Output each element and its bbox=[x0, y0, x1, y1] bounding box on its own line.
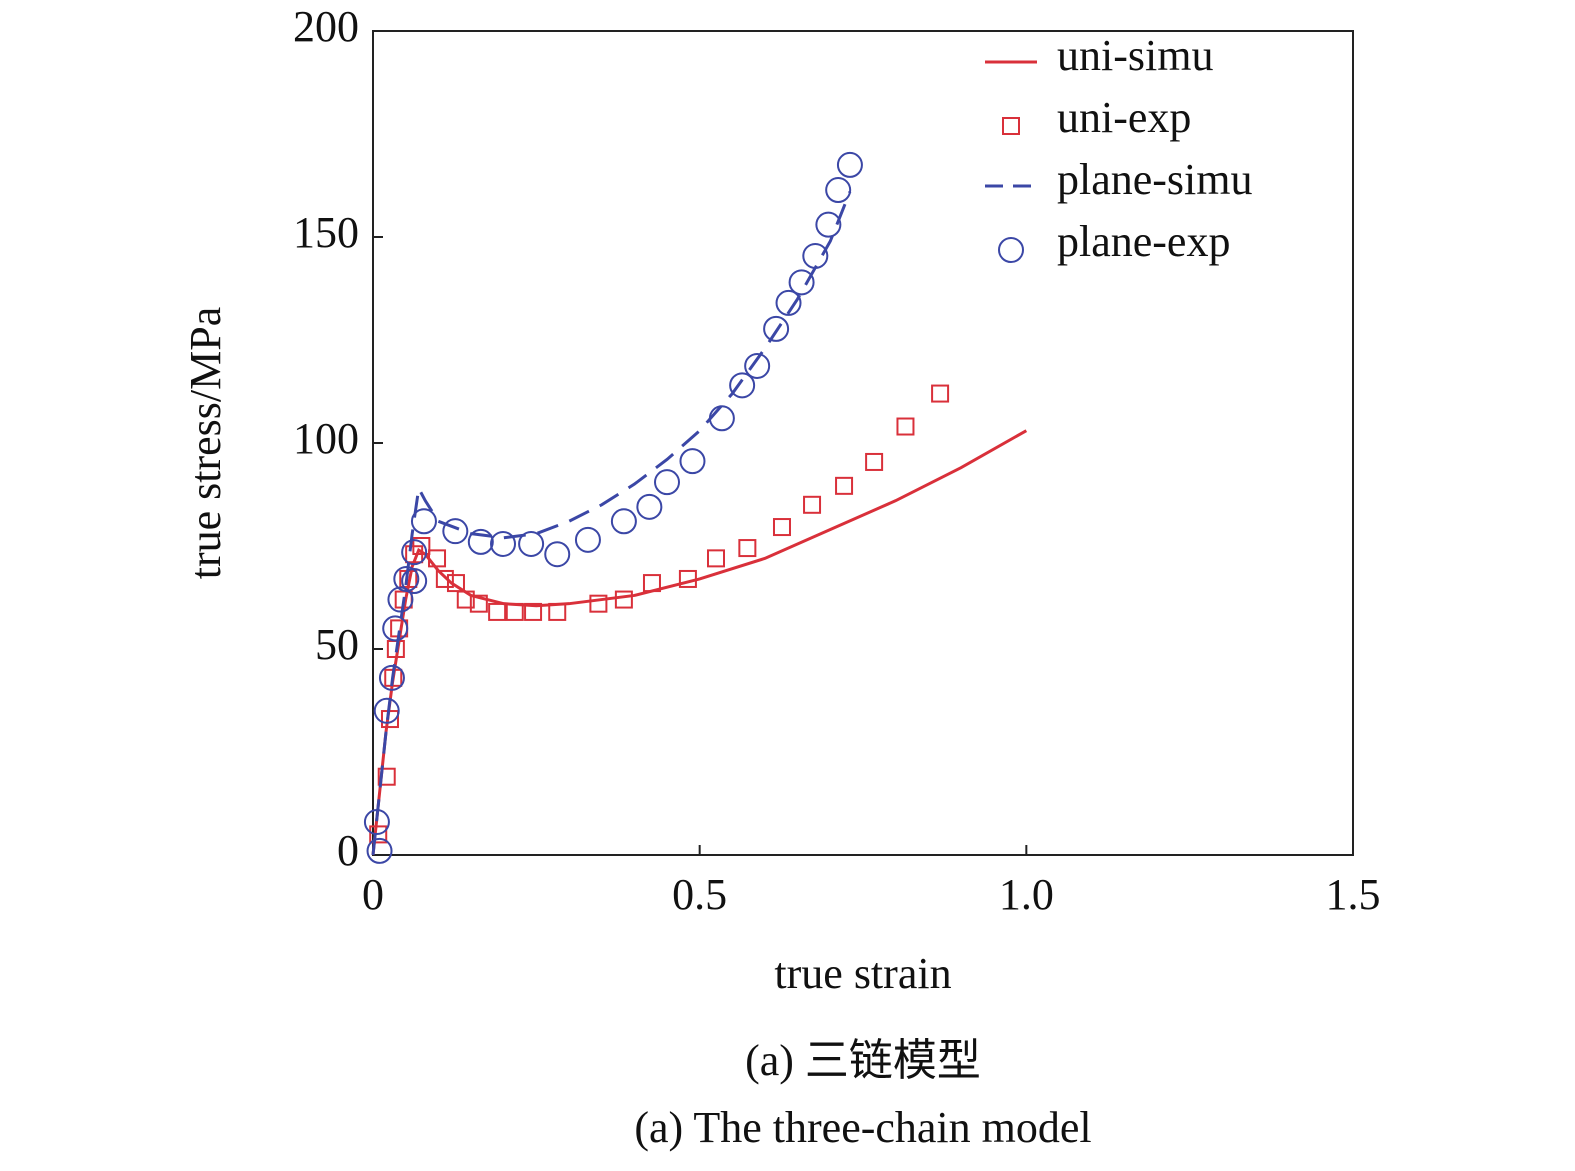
marker bbox=[435, 569, 454, 588]
marker bbox=[488, 602, 507, 621]
marker bbox=[524, 602, 543, 621]
marker bbox=[548, 602, 567, 621]
marker bbox=[412, 537, 431, 555]
y-tick-label: 50 bbox=[315, 620, 359, 669]
caption: (a) The three-chain model bbox=[634, 1103, 1091, 1152]
marker bbox=[442, 518, 469, 545]
y-axis-label: true stress/MPa bbox=[181, 307, 230, 580]
marker bbox=[707, 549, 725, 568]
caption: (a) 三链模型 bbox=[745, 1036, 981, 1085]
marker bbox=[931, 384, 950, 403]
marker bbox=[708, 405, 735, 432]
marker bbox=[775, 289, 802, 316]
marker bbox=[679, 448, 706, 475]
marker bbox=[744, 352, 771, 379]
marker bbox=[505, 602, 524, 621]
legend-label: uni-simu bbox=[1057, 31, 1213, 80]
marker bbox=[896, 417, 915, 436]
legend-label: uni-exp bbox=[1057, 93, 1191, 142]
x-tick-label: 0.5 bbox=[672, 870, 727, 919]
marker bbox=[469, 594, 488, 613]
marker bbox=[387, 586, 414, 613]
series-line bbox=[371, 191, 852, 856]
marker bbox=[836, 151, 863, 178]
marker bbox=[654, 469, 680, 496]
y-tick-label: 100 bbox=[293, 414, 359, 463]
marker bbox=[589, 594, 608, 613]
marker bbox=[410, 508, 437, 535]
marker bbox=[377, 767, 396, 786]
legend-label: plane-simu bbox=[1057, 155, 1253, 204]
marker bbox=[835, 476, 854, 495]
marker bbox=[378, 664, 405, 691]
marker bbox=[865, 452, 884, 471]
marker bbox=[490, 530, 517, 557]
marker bbox=[788, 269, 815, 296]
marker bbox=[401, 539, 428, 566]
marker bbox=[729, 372, 756, 399]
marker bbox=[518, 530, 545, 557]
legend-label: plane-exp bbox=[1057, 217, 1230, 266]
series-line bbox=[371, 429, 1028, 856]
x-tick-label: 1.5 bbox=[1326, 870, 1381, 919]
marker bbox=[363, 809, 390, 836]
marker bbox=[614, 590, 633, 609]
marker bbox=[446, 574, 465, 593]
marker bbox=[366, 837, 393, 864]
marker bbox=[815, 211, 842, 238]
y-tick-label: 150 bbox=[293, 208, 359, 257]
marker bbox=[373, 697, 400, 724]
marker bbox=[544, 541, 571, 568]
x-axis-label: true strain bbox=[774, 949, 951, 998]
marker bbox=[763, 315, 790, 342]
y-tick-label: 0 bbox=[337, 826, 359, 875]
legend-swatch bbox=[1002, 117, 1020, 135]
marker bbox=[456, 590, 475, 609]
marker bbox=[802, 242, 829, 269]
marker bbox=[467, 528, 494, 555]
marker bbox=[642, 574, 661, 593]
legend-swatch bbox=[998, 237, 1024, 263]
marker bbox=[636, 493, 663, 520]
marker bbox=[772, 518, 791, 537]
marker bbox=[401, 568, 428, 595]
marker bbox=[382, 615, 409, 642]
marker bbox=[825, 177, 852, 204]
y-tick-label: 200 bbox=[293, 2, 359, 51]
marker bbox=[574, 526, 601, 553]
marker bbox=[369, 825, 388, 844]
marker bbox=[428, 549, 447, 568]
marker bbox=[610, 508, 637, 535]
marker bbox=[738, 539, 757, 558]
marker bbox=[803, 495, 822, 514]
x-tick-label: 0 bbox=[362, 870, 384, 919]
marker bbox=[678, 569, 697, 588]
x-tick-label: 1.0 bbox=[999, 870, 1054, 919]
